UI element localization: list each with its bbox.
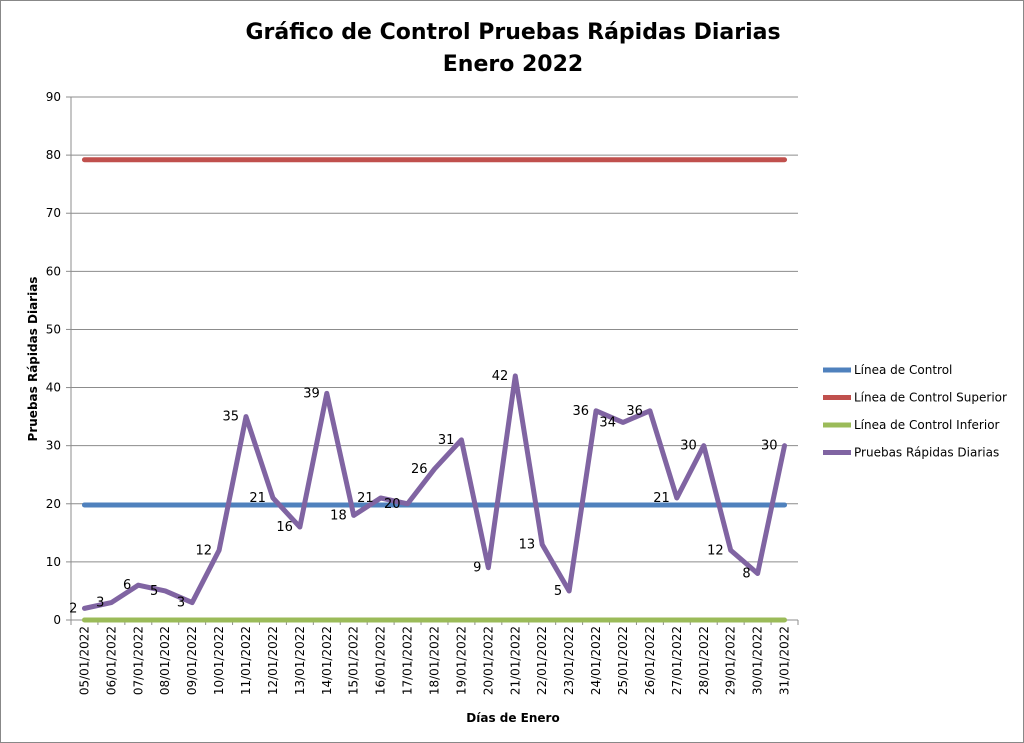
legend-label: Línea de Control Inferior [854, 418, 1000, 432]
legend-label: Pruebas Rápidas Diarias [854, 446, 999, 460]
x-tick-label: 16/01/2022 [374, 626, 388, 695]
x-tick-label: 23/01/2022 [562, 626, 576, 695]
legend-label: Línea de Control Superior [854, 391, 1007, 405]
x-tick-label: 12/01/2022 [266, 626, 280, 695]
data-label: 39 [303, 386, 320, 401]
y-tick-label: 40 [46, 381, 61, 395]
data-label: 13 [519, 537, 536, 552]
x-tick-label: 22/01/2022 [535, 626, 549, 695]
y-tick-label: 10 [46, 555, 61, 569]
x-tick-label: 24/01/2022 [589, 626, 603, 695]
data-label: 5 [150, 584, 158, 599]
x-tick-label: 11/01/2022 [239, 626, 253, 695]
data-label: 9 [473, 561, 481, 576]
data-label: 2 [69, 601, 77, 616]
data-label: 36 [573, 404, 590, 419]
data-label: 26 [411, 462, 428, 477]
x-tick-label: 09/01/2022 [185, 626, 199, 695]
data-label: 36 [626, 404, 643, 419]
data-label: 20 [384, 497, 401, 512]
x-tick-label: 07/01/2022 [131, 626, 145, 695]
data-label: 34 [599, 415, 616, 430]
data-label: 5 [554, 584, 562, 599]
x-tick-label: 05/01/2022 [77, 626, 91, 695]
x-tick-label: 17/01/2022 [401, 626, 415, 695]
x-tick-label: 25/01/2022 [616, 626, 630, 695]
x-tick-label: 21/01/2022 [508, 626, 522, 695]
y-tick-label: 70 [46, 206, 61, 220]
data-label: 3 [96, 596, 104, 611]
y-tick-label: 30 [46, 439, 61, 453]
data-label: 8 [742, 567, 750, 582]
data-label: 18 [330, 508, 347, 523]
data-label: 16 [276, 520, 293, 535]
x-tick-label: 29/01/2022 [724, 626, 738, 695]
y-tick-label: 60 [46, 264, 61, 278]
data-label: 30 [761, 439, 778, 454]
data-label: 21 [357, 491, 374, 506]
data-label: 42 [492, 369, 509, 384]
data-label: 30 [680, 439, 697, 454]
data-label: 21 [653, 491, 670, 506]
chart-title-line2: Enero 2022 [443, 52, 583, 77]
data-label: 35 [222, 410, 239, 425]
x-tick-label: 30/01/2022 [751, 626, 765, 695]
data-label: 12 [707, 543, 724, 558]
x-tick-label: 31/01/2022 [778, 626, 792, 695]
y-axis-label: Pruebas Rápidas Diarias [26, 277, 40, 442]
x-tick-label: 27/01/2022 [670, 626, 684, 695]
x-tick-label: 08/01/2022 [158, 626, 172, 695]
y-tick-label: 20 [46, 497, 61, 511]
y-tick-label: 90 [46, 90, 61, 104]
x-tick-label: 13/01/2022 [293, 626, 307, 695]
x-tick-label: 26/01/2022 [643, 626, 657, 695]
data-label: 21 [249, 491, 266, 506]
y-tick-label: 50 [46, 322, 61, 336]
x-tick-label: 18/01/2022 [428, 626, 442, 695]
x-tick-label: 06/01/2022 [104, 626, 118, 695]
x-tick-label: 28/01/2022 [697, 626, 711, 695]
x-tick-label: 14/01/2022 [320, 626, 334, 695]
x-tick-label: 20/01/2022 [481, 626, 495, 695]
y-tick-label: 0 [53, 613, 61, 627]
chart-title-line1: Gráfico de Control Pruebas Rápidas Diari… [245, 20, 780, 45]
x-axis-label: Días de Enero [466, 711, 559, 725]
data-label: 6 [123, 578, 131, 593]
x-tick-label: 10/01/2022 [212, 626, 226, 695]
legend-label: Línea de Control [854, 363, 952, 377]
series-line-pruebas-rapidas-diarias [81, 373, 788, 611]
x-tick-label: 19/01/2022 [454, 626, 468, 695]
data-label: 3 [177, 596, 185, 611]
x-tick-label: 15/01/2022 [347, 626, 361, 695]
data-label: 31 [438, 433, 455, 448]
y-tick-label: 80 [46, 148, 61, 162]
data-label: 12 [196, 543, 213, 558]
